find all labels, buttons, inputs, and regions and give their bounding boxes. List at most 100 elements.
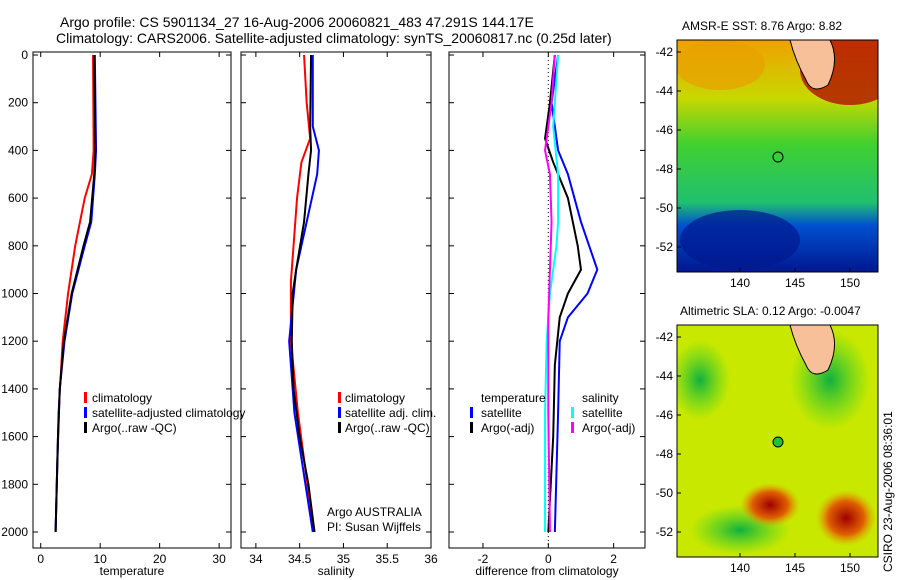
x-axis-label: difference from climatology	[475, 564, 618, 578]
map-lat-label: -46	[656, 123, 674, 137]
y-tick-label: 200	[8, 96, 28, 110]
warm-region	[677, 40, 765, 90]
x-tick-label: 0	[545, 552, 552, 566]
title-line-1: Argo profile: CS 5901134_27 16-Aug-2006 …	[60, 14, 534, 30]
y-tick-label: 0	[21, 48, 28, 62]
sst-map-title: AMSR-E SST: 8.76 Argo: 8.82	[682, 19, 842, 33]
x-tick-label: 35.5	[376, 552, 400, 566]
x-tick-label: 35	[337, 552, 351, 566]
map-lon-label: 140	[730, 561, 750, 575]
series-line-satellite-adjusted-climatology	[54, 54, 98, 533]
tasmania-land	[789, 325, 835, 375]
plot-frame	[448, 51, 646, 549]
y-tick-label: 1600	[1, 430, 28, 444]
map-lat-label: -48	[656, 162, 674, 176]
legend-label: satellite adj. clim.	[345, 406, 436, 420]
tasmania-land	[789, 40, 835, 90]
series-line-climatology	[289, 54, 315, 533]
x-tick-label: 2	[610, 552, 617, 566]
y-tick-label: 1000	[1, 287, 28, 301]
legend-swatch-argo	[338, 422, 341, 433]
legend-label: climatology	[92, 391, 152, 405]
legend-swatch	[571, 407, 574, 418]
x-tick-label: 10	[94, 552, 108, 566]
legend-label: satellite	[582, 406, 623, 420]
series-line-climatology	[54, 54, 95, 533]
y-tick-label: 600	[8, 191, 28, 205]
legend-label: Argo(..raw -QC)	[92, 421, 177, 435]
credit-text: Argo AUSTRALIA	[327, 505, 422, 519]
map-lat-label: -42	[656, 330, 674, 344]
legend-swatch-climatology	[84, 392, 87, 403]
temperature-legend: climatology satellite-adjusted climatolo…	[84, 391, 245, 435]
low-region	[677, 340, 730, 420]
x-tick-label: 0	[37, 552, 44, 566]
series-line-salinity-satellite	[544, 54, 560, 532]
legend-label: satellite-adjusted climatology	[92, 406, 245, 420]
plot-frame	[32, 51, 232, 549]
legend-swatch	[470, 422, 473, 433]
y-tick-label: 2000	[1, 525, 28, 539]
cold-region	[680, 210, 800, 270]
x-tick-label: 20	[153, 552, 167, 566]
series-line-argo	[290, 54, 316, 533]
sla-map-frame	[676, 324, 879, 558]
map-lon-label: 150	[840, 561, 860, 575]
legend-label: climatology	[345, 391, 405, 405]
x-axis-label: salinity	[318, 564, 355, 578]
legend-label: Argo(-adj)	[582, 421, 635, 435]
profile-panel-2: 34 34.5 35 35.5 36 salinity	[240, 51, 438, 578]
map-lat-label: -52	[656, 525, 674, 539]
high-region	[816, 490, 876, 546]
legend-swatch-satellite	[338, 407, 341, 418]
map-lat-label: -46	[656, 408, 674, 422]
legend-swatch-climatology	[338, 392, 341, 403]
map-lat-label: -44	[656, 369, 674, 383]
y-tick-label: 400	[8, 143, 28, 157]
x-tick-label: -2	[478, 552, 489, 566]
legend-swatch-satellite	[84, 407, 87, 418]
map-lon-label: 140	[730, 276, 750, 290]
series-line-temperature-satellite	[550, 54, 599, 533]
sst-map	[677, 40, 878, 272]
plot-frame	[240, 51, 432, 549]
x-tick-label: 34	[249, 552, 263, 566]
legend-swatch	[470, 407, 473, 418]
series-line-temperature-argo-adj-	[544, 54, 583, 533]
x-tick-label: 34.5	[288, 552, 312, 566]
legend-swatch	[571, 422, 574, 433]
map-lat-label: -50	[656, 486, 674, 500]
timestamp: CSIRO 23-Aug-2006 08:36:01	[881, 411, 895, 572]
series-line-salinity-argo-adj-	[544, 54, 556, 533]
x-axis-label: temperature	[100, 564, 165, 578]
x-tick-label: 36	[424, 552, 438, 566]
legend-label: Argo(..raw -QC)	[345, 421, 430, 435]
y-tick-label: 1800	[1, 477, 28, 491]
legend-label: Argo(-adj)	[481, 421, 534, 435]
sst-map-frame	[676, 39, 879, 273]
pi-text: PI: Susan Wijffels	[327, 520, 421, 534]
title-line-2: Climatology: CARS2006. Satellite-adjuste…	[56, 30, 612, 46]
sla-map-title: Altimetric SLA: 0.12 Argo: -0.0047	[680, 304, 861, 318]
series-line-argo	[54, 54, 97, 533]
difference-legend: temperature salinity satellite Argo(-adj…	[470, 391, 635, 435]
legend-swatch-argo	[84, 422, 87, 433]
legend-header: salinity	[582, 391, 619, 405]
profile-panel-1: 0 10 20 30 0 200 400 600 800 1000 1200 1400 1600 1800…	[1, 48, 232, 578]
map-lat-label: -44	[656, 84, 674, 98]
map-lon-label: 150	[840, 276, 860, 290]
y-tick-label: 800	[8, 239, 28, 253]
y-tick-label: 1400	[1, 382, 28, 396]
float-position-marker	[772, 436, 784, 448]
map-lat-label: -50	[656, 201, 674, 215]
high-region	[740, 483, 800, 527]
y-tick-label: 1200	[1, 334, 28, 348]
salinity-legend: climatology satellite adj. clim. Argo(..…	[338, 391, 436, 435]
legend-label: satellite	[481, 406, 522, 420]
float-position-marker	[772, 151, 784, 163]
map-lon-label: 145	[785, 276, 805, 290]
legend-header: temperature	[481, 391, 546, 405]
x-tick-label: 30	[212, 552, 226, 566]
